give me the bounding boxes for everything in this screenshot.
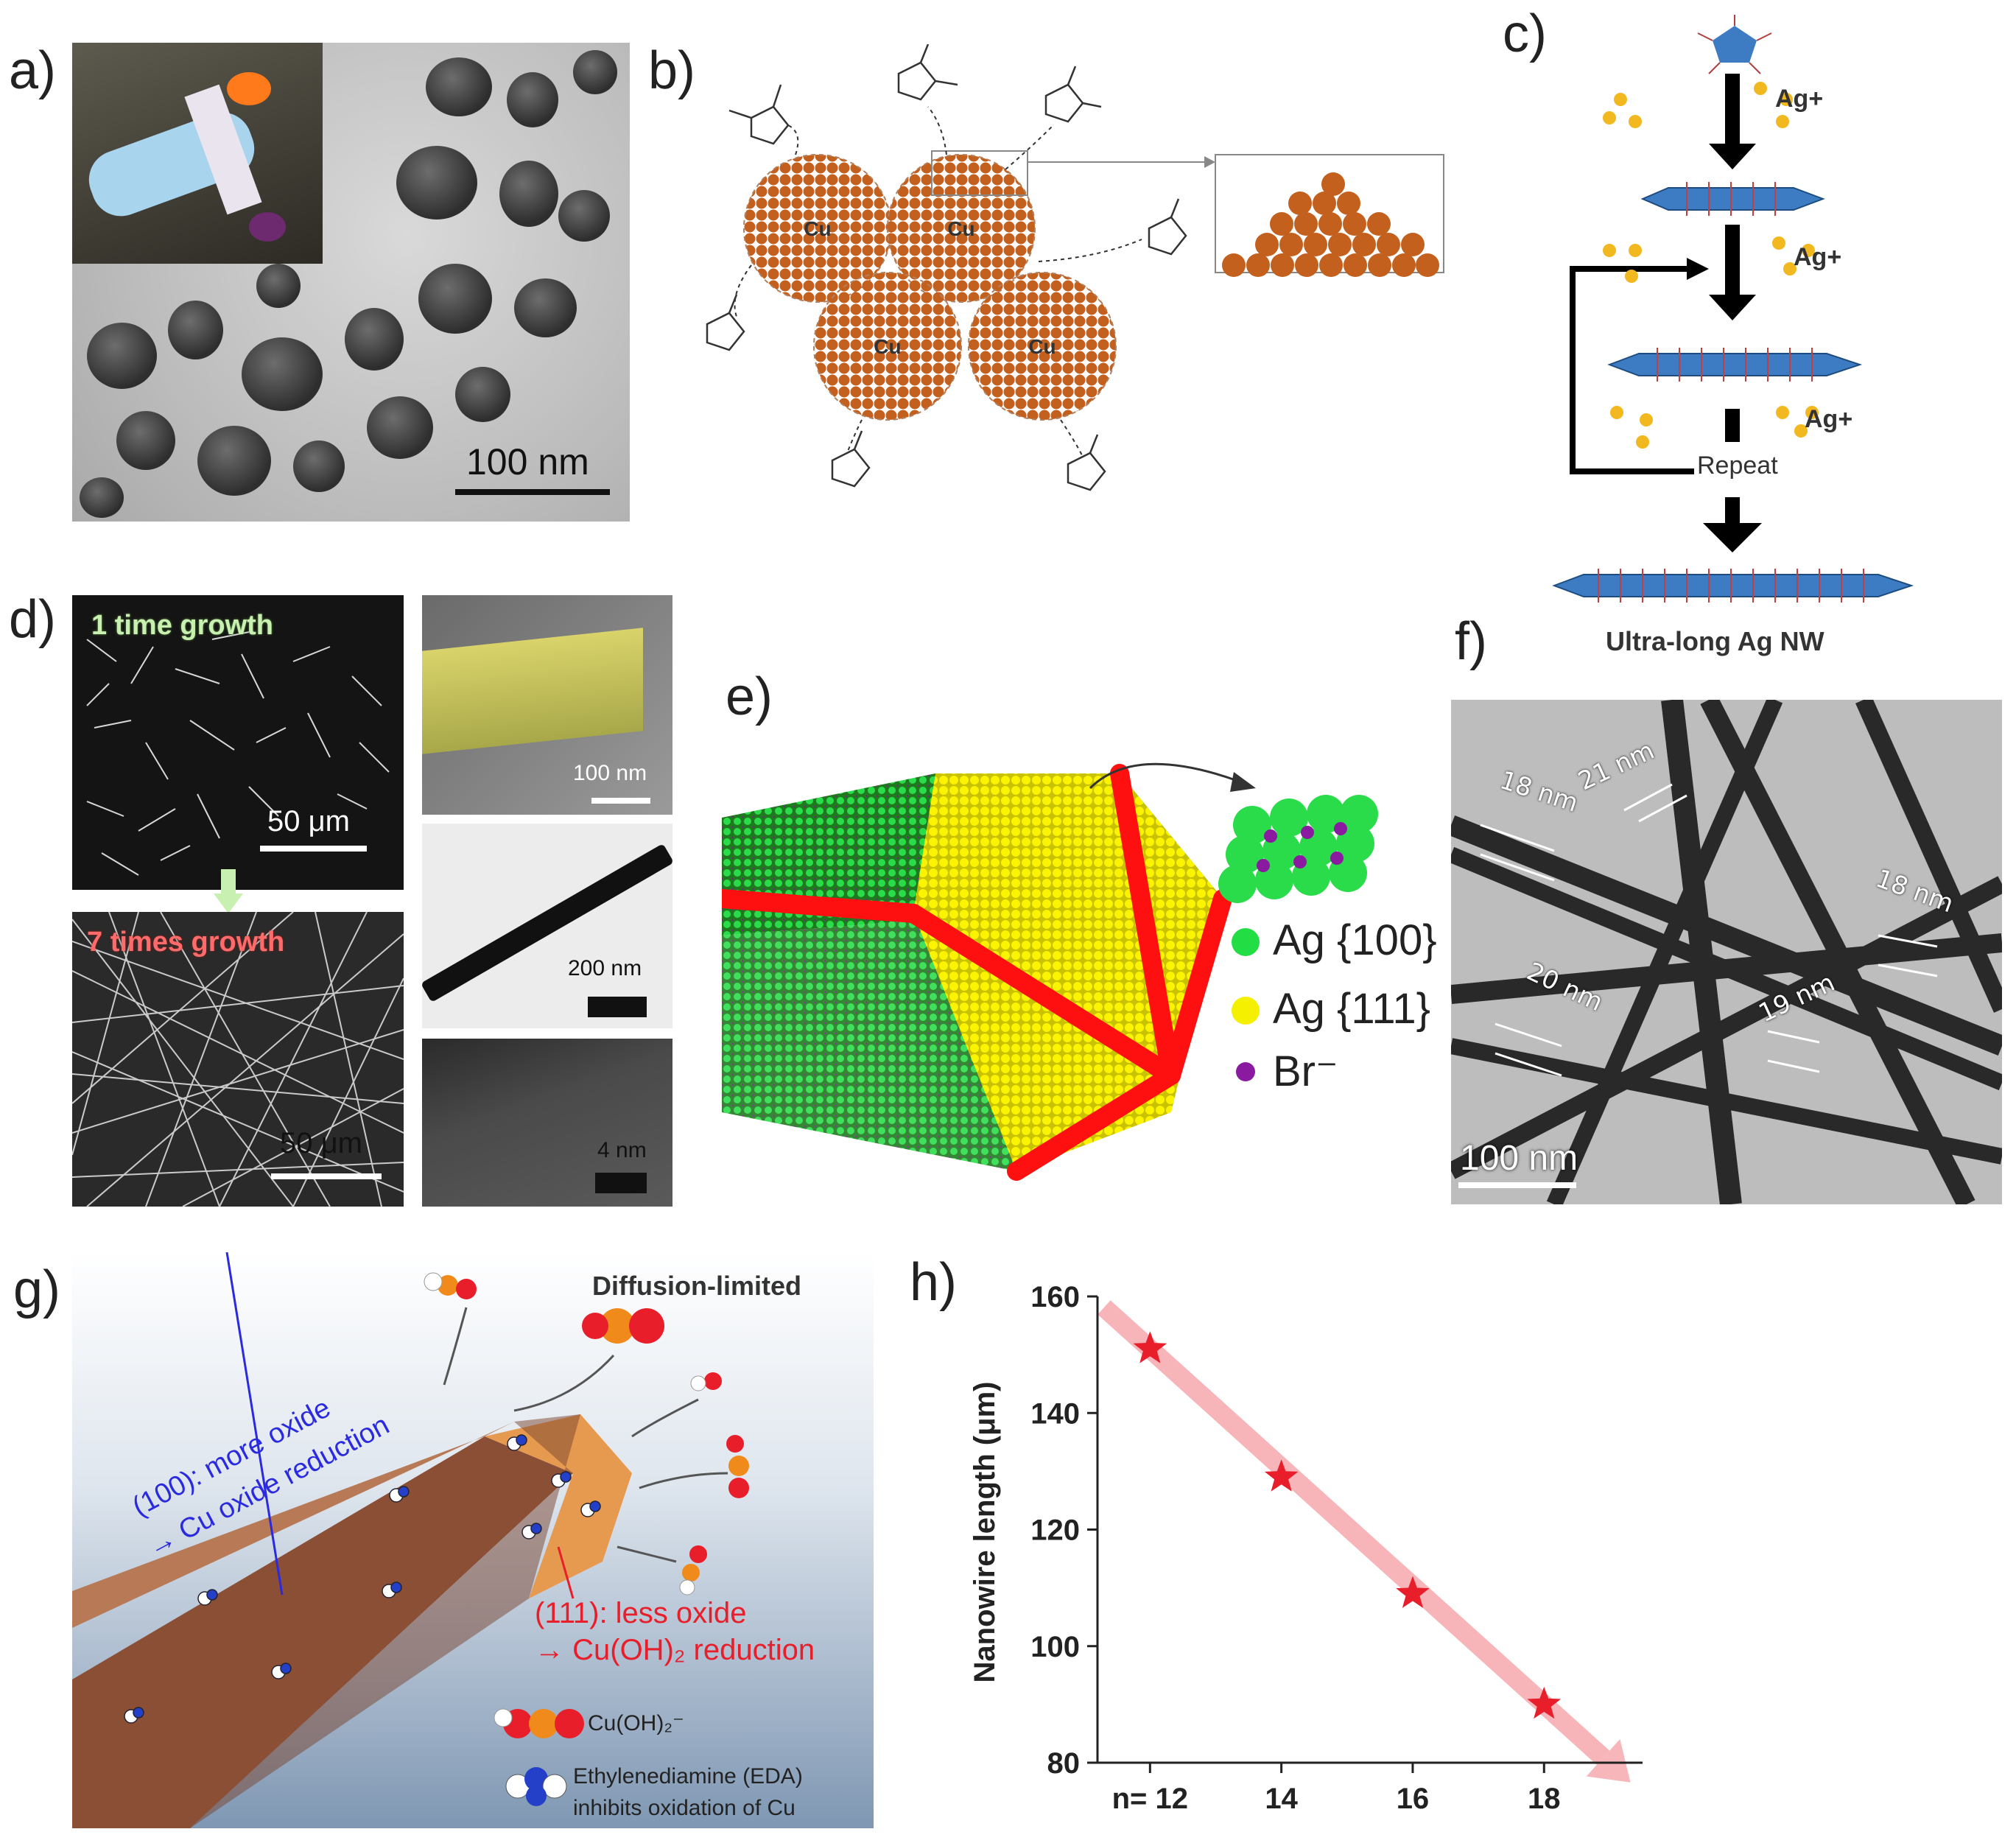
lattice-inset [1218, 795, 1378, 903]
x-tick-label: n= 12 [1112, 1783, 1188, 1815]
data-points [1133, 1331, 1562, 1719]
panel-h-chart: 80 100 120 140 160 n= 12 14 16 18 Nanowire leng… [950, 1281, 1672, 1827]
panel-d-tip-sem: 100 nm [422, 595, 672, 815]
panel-label-h: h) [910, 1253, 958, 1312]
y-tick-label: 120 [1030, 1514, 1080, 1547]
panel-d-hrtem: 4 nm [422, 1039, 672, 1207]
scale-label-d3: 100 nm [573, 761, 647, 785]
cu-particle-2 [887, 154, 1036, 303]
trend-arrow [1097, 1300, 1631, 1783]
inset-photo [72, 43, 323, 264]
panel-d-single-wire-tem: 200 nm [422, 824, 672, 1028]
pentagonal-nanowire-model [722, 762, 1378, 1181]
scale-bar-d5 [595, 1173, 647, 1193]
scale-label-d1: 50 μm [267, 805, 350, 838]
y-axis-label: Nanowire length (μm) [969, 1382, 1001, 1683]
y-tick-label: 100 [1030, 1631, 1080, 1663]
scale-bar-d4 [588, 997, 647, 1017]
legend-swatch-ag111 [1232, 997, 1260, 1025]
x-tick-label: 14 [1265, 1783, 1298, 1815]
scale-bar-f [1458, 1182, 1576, 1188]
vial-solution [249, 212, 286, 242]
data-point-star [1396, 1576, 1430, 1608]
legend-ag111: Ag {111} [1273, 985, 1430, 1033]
legend-swatch-br [1236, 1062, 1255, 1081]
panel-label-g: g) [13, 1260, 61, 1319]
repeat-label: Repeat [1694, 452, 1781, 480]
x-tick-label: 16 [1397, 1783, 1430, 1815]
scale-bar-a [455, 489, 610, 495]
scale-bar-d3 [591, 798, 650, 804]
panel-e-model [722, 744, 1444, 1201]
g-legend-eda-2: inhibits oxidation of Cu [573, 1796, 795, 1820]
panel-d-sem-7x: 7 times growth 50 μm [72, 912, 404, 1207]
scale-bar-d2 [271, 1173, 382, 1179]
g-red-line-2: → Cu(OH)₂ reduction [535, 1634, 815, 1666]
scale-label-d2: 50 μm [280, 1127, 362, 1159]
panel-a-tem-image: 100 nm [72, 43, 630, 522]
product-label: Ultra-long Ag NW [1606, 626, 1824, 656]
ag-ion-label-1: Ag+ [1775, 85, 1824, 113]
g-title: Diffusion-limited [592, 1271, 801, 1301]
panel-f-tem: 18 nm 21 nm 18 nm 20 nm 19 nm 100 nm [1451, 700, 2002, 1204]
ag-ion-label-2: Ag+ [1794, 243, 1842, 271]
trend-arrow-shaft [1097, 1300, 1610, 1765]
scale-label-d5: 4 nm [597, 1138, 647, 1162]
scale-label-a: 100 nm [466, 441, 589, 482]
cu-label-3: Cu [874, 335, 901, 358]
g-legend-eda-1: Ethylenediamine (EDA) [573, 1764, 803, 1788]
dense-nanowires [72, 912, 404, 1207]
y-tick-label: 80 [1047, 1747, 1081, 1780]
cu-particle-4 [968, 272, 1117, 421]
legend-swatch-ag100 [1232, 928, 1260, 956]
scale-label-d4: 200 nm [568, 956, 642, 980]
trend-arrow-head [1586, 1739, 1631, 1783]
panel-label-e: e) [726, 667, 773, 726]
panel-label-c: c) [1503, 4, 1547, 63]
x-tick-label: 18 [1528, 1783, 1561, 1815]
cu-particle-3 [813, 272, 962, 421]
cu-particles-diagram: Cu Cu Cu Cu [706, 44, 1444, 491]
panel-label-d: d) [9, 590, 57, 649]
nanowire-length-chart: 80 100 120 140 160 n= 12 14 16 18 Nanowire leng… [969, 1281, 1643, 1815]
cu-nanowire-3d [72, 1252, 749, 1828]
legend-ag100: Ag {100} [1273, 916, 1437, 964]
ag-ion-label-3: Ag+ [1805, 405, 1853, 433]
legend-br: Br⁻ [1273, 1047, 1338, 1095]
g-legend-cuoh2: Cu(OH)₂⁻ [588, 1711, 684, 1735]
growth-scheme-diagram [1552, 15, 1914, 603]
scale-label-f: 100 nm [1460, 1139, 1578, 1178]
panel-label-b: b) [648, 41, 696, 100]
growth-caption-1: 1 time growth [91, 610, 274, 641]
vial-cap [227, 72, 271, 105]
panel-label-f: f) [1455, 612, 1487, 671]
y-ticks: 80 100 120 140 160 [1030, 1281, 1097, 1780]
panel-b-schematic: Cu Cu Cu Cu [685, 44, 1481, 501]
data-point-star [1527, 1686, 1562, 1719]
nanowire-tip [422, 628, 643, 754]
cu-label-1: Cu [804, 217, 831, 240]
x-ticks: n= 12 14 16 18 [1112, 1763, 1561, 1815]
sparse-nanowires [86, 631, 390, 876]
data-point-star [1133, 1331, 1167, 1363]
cuoh2-molecules [424, 1272, 749, 1595]
panel-c-growth-scheme: Ag+ Ag+ Ag+ Repeat Ultra-long Ag NW [1539, 11, 1952, 663]
eda-molecules [124, 1434, 601, 1724]
thin-nanowires [1451, 700, 2002, 1204]
panel-label-a: a) [9, 41, 57, 100]
data-point-star [1264, 1459, 1299, 1492]
y-tick-label: 160 [1030, 1282, 1080, 1313]
scale-bar-d1 [260, 846, 367, 852]
g-red-line-1: (111): less oxide [535, 1597, 747, 1629]
cu-label-4: Cu [1028, 335, 1056, 358]
growth-caption-7: 7 times growth [87, 927, 285, 958]
y-tick-label: 140 [1030, 1397, 1080, 1430]
panel-d-sem-1x: 1 time growth 50 μm [72, 595, 404, 890]
cu-label-2: Cu [947, 217, 974, 240]
panel-g-growth-illustration: Diffusion-limited (100): more oxide → Cu… [72, 1252, 874, 1828]
